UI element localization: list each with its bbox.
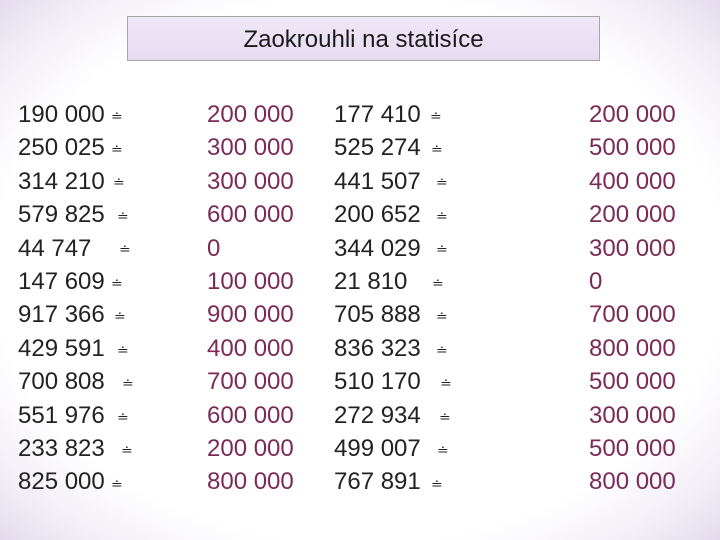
left-answer: 600 000: [207, 201, 294, 229]
right-answer: 800 000: [589, 468, 676, 496]
approx-equal-symbol: ≐: [430, 108, 442, 124]
right-answer: 400 000: [589, 167, 676, 195]
left-answers-column: 200 000 300 000 300 000 600 000 0 100 00…: [207, 98, 294, 499]
right-number: 344 029: [334, 234, 421, 262]
right-answer: 800 000: [589, 334, 676, 362]
right-answer: 500 000: [589, 134, 676, 162]
approx-equal-symbol: ≐: [439, 409, 451, 425]
approx-equal-symbol: ≐: [431, 141, 443, 157]
left-answer: 300 000: [207, 167, 294, 195]
left-number: 233 823: [18, 434, 105, 462]
left-number: 429 591: [18, 334, 105, 362]
right-answer: 300 000: [589, 401, 676, 429]
page-title: Zaokrouhli na statisíce: [243, 25, 484, 53]
left-answer: 800 000: [207, 468, 294, 496]
left-answer: 400 000: [207, 334, 294, 362]
approx-equal-symbol: ≐: [436, 241, 448, 257]
right-number: 510 170: [334, 368, 421, 396]
left-number: 917 366: [18, 301, 105, 329]
title-box: Zaokrouhli na statisíce: [127, 16, 600, 61]
right-answer: 200 000: [589, 101, 676, 128]
right-number: 525 274: [334, 134, 421, 162]
left-number: 700 808: [18, 368, 105, 396]
right-number: 200 652: [334, 201, 421, 229]
right-number: 705 888: [334, 301, 421, 329]
right-number: 441 507: [334, 167, 421, 195]
approx-equal-symbol: ≐: [122, 375, 134, 391]
approx-equal-symbol: ≐: [436, 342, 448, 358]
left-number: 314 210: [18, 167, 105, 195]
right-numbers-column: 177 410 525 274 441 507 200 652 344 029 …: [334, 98, 421, 499]
left-answer: 700 000: [207, 368, 294, 396]
approx-equal-symbol: ≐: [111, 141, 123, 157]
right-number: 272 934: [334, 401, 421, 429]
left-answer: 200 000: [207, 101, 294, 128]
approx-equal-symbol: ≐: [432, 275, 444, 291]
right-number: 767 891: [334, 468, 421, 496]
approx-equal-symbol: ≐: [436, 308, 448, 324]
approx-equal-symbol: ≐: [117, 409, 129, 425]
left-answer: 600 000: [207, 401, 294, 429]
approx-equal-symbol: ≐: [119, 241, 131, 257]
approx-equal-symbol: ≐: [431, 476, 443, 492]
approx-equal-symbol: ≐: [121, 442, 133, 458]
right-answer: 0: [589, 267, 603, 295]
left-answer: 0: [207, 234, 221, 262]
left-number: 190 000: [18, 101, 105, 128]
left-number: 250 025: [18, 134, 105, 162]
approx-equal-symbol: ≐: [436, 174, 448, 190]
left-answer: 300 000: [207, 134, 294, 162]
right-number: 499 007: [334, 434, 421, 462]
right-answer: 500 000: [589, 368, 676, 396]
left-answer: 200 000: [207, 434, 294, 462]
approx-equal-symbol: ≐: [113, 174, 125, 190]
approx-equal-symbol: ≐: [111, 275, 123, 291]
right-number: 836 323: [334, 334, 421, 362]
approx-equal-symbol: ≐: [117, 208, 129, 224]
right-number: 21 810: [334, 267, 408, 295]
right-answers-column: 200 000 500 000 400 000 200 000 300 000 …: [589, 98, 676, 499]
right-number: 177 410: [334, 101, 421, 128]
approx-equal-symbol: ≐: [117, 342, 129, 358]
right-answer: 700 000: [589, 301, 676, 329]
approx-equal-symbol: ≐: [111, 108, 123, 124]
left-answer: 100 000: [207, 267, 294, 295]
left-numbers-column: 190 000 250 025 314 210 579 825 44 747 1…: [18, 98, 105, 499]
right-answer: 300 000: [589, 234, 676, 262]
approx-equal-symbol: ≐: [440, 375, 452, 391]
left-number: 551 976: [18, 401, 105, 429]
right-answer: 500 000: [589, 434, 676, 462]
left-number: 147 609: [18, 267, 105, 295]
left-answer: 900 000: [207, 301, 294, 329]
left-number: 44 747: [18, 234, 92, 262]
right-answer: 200 000: [589, 201, 676, 229]
approx-equal-symbol: ≐: [436, 208, 448, 224]
left-number: 825 000: [18, 468, 105, 496]
approx-equal-symbol: ≐: [111, 476, 123, 492]
approx-equal-symbol: ≐: [114, 308, 126, 324]
left-number: 579 825: [18, 201, 105, 229]
approx-equal-symbol: ≐: [437, 442, 449, 458]
